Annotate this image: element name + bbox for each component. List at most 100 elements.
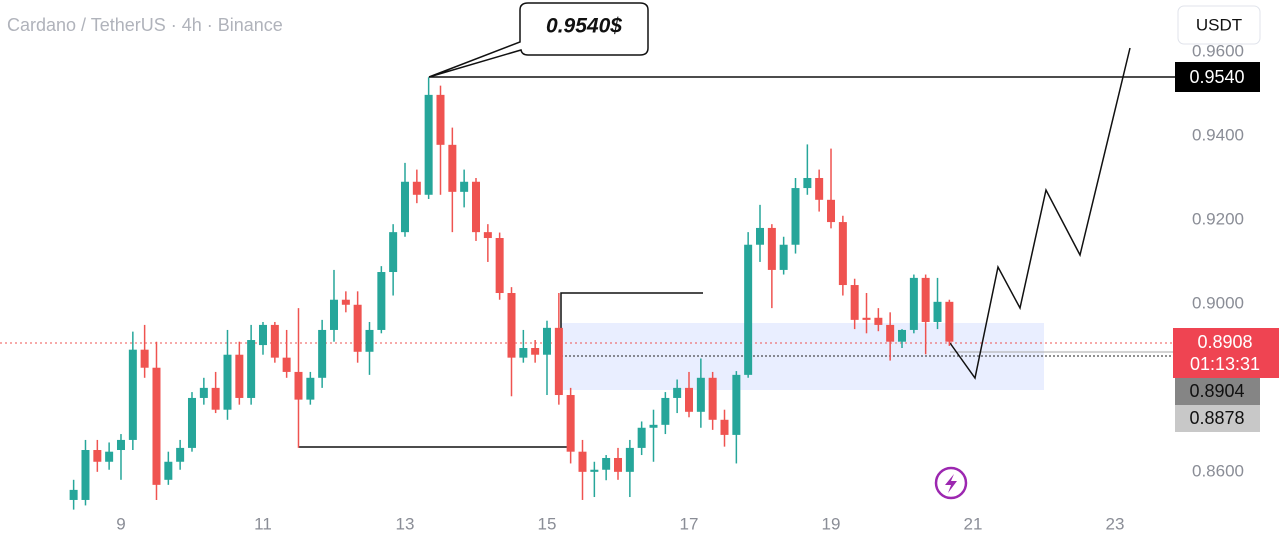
candle-body	[353, 304, 362, 352]
candle-body	[838, 222, 847, 286]
currency-button[interactable]	[1177, 5, 1261, 45]
candle-body	[235, 354, 244, 398]
candle-body	[898, 329, 907, 342]
currency[interactable]: USDT	[1196, 15, 1242, 34]
candle-body	[282, 357, 291, 372]
y-tick-label: 0.8600	[1192, 461, 1244, 480]
candle-body	[187, 397, 196, 448]
candle-body	[637, 427, 646, 448]
event-icon[interactable]	[934, 466, 968, 500]
price-tag	[1175, 378, 1260, 405]
candle-body	[542, 327, 551, 355]
y-tick-label: 0.9000	[1192, 293, 1244, 312]
candle-body	[720, 419, 729, 435]
candle-body	[471, 181, 480, 233]
y-tick-label: 0.9200	[1192, 209, 1244, 228]
candle-body	[389, 232, 398, 273]
x-tick-label: 15	[538, 514, 557, 533]
x-tick-label: 23	[1106, 514, 1125, 533]
candle-body	[116, 439, 125, 451]
candle-body	[199, 387, 208, 398]
candle-body	[803, 177, 812, 189]
price-tag-label: 0.8904	[1189, 381, 1244, 401]
candle-body	[602, 457, 611, 470]
candle-body	[519, 348, 528, 358]
candle-body	[673, 387, 682, 398]
candle-body	[566, 395, 575, 452]
candle-body	[495, 238, 504, 294]
candle-body	[460, 181, 469, 192]
price-tag-label: 0.8878	[1189, 408, 1244, 428]
x-tick-label: 21	[964, 514, 983, 533]
candle-body	[827, 199, 836, 223]
candle-body	[815, 177, 824, 200]
candle-body	[909, 277, 918, 330]
price-tag-label: 0.8908	[1197, 332, 1252, 352]
x-tick-label: 9	[116, 514, 125, 533]
candle-body	[614, 457, 623, 472]
candle-body	[933, 301, 942, 322]
candle-body	[756, 227, 765, 245]
candle-body	[128, 349, 137, 440]
price-tag	[1175, 405, 1260, 432]
candle-body	[294, 371, 303, 400]
candle-body	[874, 317, 883, 325]
candle-body	[258, 324, 267, 346]
candle-body	[862, 317, 871, 320]
candle-body	[105, 451, 114, 462]
candle-body	[507, 293, 516, 358]
candle-body	[767, 227, 776, 270]
candle-body	[886, 324, 895, 342]
candle-body	[649, 424, 658, 428]
candle-body	[531, 348, 540, 355]
candle-body	[318, 329, 327, 378]
price-tag	[1175, 62, 1260, 92]
candle-body	[329, 299, 338, 330]
projection-path	[949, 47, 1131, 380]
candle-body	[152, 367, 161, 485]
annotation: 0.9540$	[546, 15, 622, 38]
candle-body	[400, 181, 409, 233]
countdown: 01:13:31	[1190, 354, 1260, 374]
candle-body	[661, 397, 670, 425]
candle-body	[69, 489, 78, 500]
candle-body	[945, 301, 954, 342]
y-tick-label: 0.9600	[1192, 42, 1244, 61]
candle-body	[412, 181, 421, 195]
price-tag-label: 0.9540	[1189, 67, 1244, 87]
candle-body	[176, 447, 185, 462]
x-tick-label: 17	[680, 514, 699, 533]
candle-body	[93, 450, 102, 462]
candle-body	[424, 94, 433, 195]
candle-body	[211, 387, 220, 410]
callout	[428, 2, 649, 78]
x-tick-label: 11	[254, 514, 272, 533]
candle-body	[81, 450, 90, 500]
candle-body	[779, 244, 788, 270]
candle-body	[377, 272, 386, 330]
candle-body	[365, 329, 374, 352]
candle-body	[554, 327, 563, 396]
candle-body	[625, 447, 634, 472]
y-tick-label: 0.9400	[1192, 125, 1244, 144]
candle-body	[744, 244, 753, 375]
price-tag	[1173, 328, 1279, 378]
x-tick-label: 13	[396, 514, 415, 533]
event-icon-bolt	[945, 474, 957, 493]
x-tick-label: 19	[822, 514, 841, 533]
candle-body	[164, 461, 173, 480]
resistance-line	[560, 292, 703, 330]
candle-body	[270, 324, 279, 358]
candle-body	[685, 387, 694, 412]
candle-body	[436, 94, 445, 145]
candle-body	[708, 377, 717, 420]
chart-title: Cardano / TetherUS · 4h · Binance	[7, 15, 283, 35]
candle-body	[483, 232, 492, 239]
candle-body	[306, 377, 315, 400]
candle-body	[732, 374, 741, 435]
candle-body	[590, 469, 599, 472]
candle-body	[140, 349, 149, 368]
candle-body	[696, 377, 705, 412]
candle-body	[921, 277, 930, 322]
